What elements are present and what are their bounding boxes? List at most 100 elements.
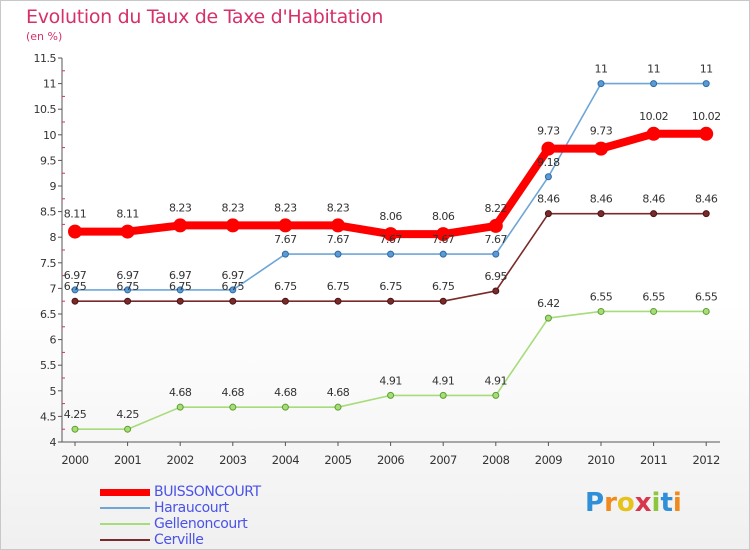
x-tick-label: 2008 bbox=[482, 453, 509, 467]
data-label-gellenoncourt: 4.68 bbox=[327, 386, 350, 399]
legend-swatch-buissoncourt bbox=[100, 489, 150, 496]
data-point-cerville bbox=[597, 210, 605, 218]
series-line-gellenoncourt bbox=[74, 310, 708, 431]
data-label-gellenoncourt: 6.55 bbox=[642, 290, 665, 303]
data-label-cerville: 6.75 bbox=[64, 280, 87, 293]
data-label-gellenoncourt: 6.42 bbox=[537, 297, 560, 310]
legend-item-haraucourt: Haraucourt bbox=[100, 500, 360, 516]
y-tick-label: 6.5 bbox=[40, 308, 56, 321]
data-label-buissoncourt: 8.11 bbox=[64, 208, 87, 221]
chart-title: Evolution du Taux de Taxe d'Habitation bbox=[26, 6, 384, 28]
legend-swatch-cerville bbox=[100, 539, 150, 541]
x-tick-label: 2007 bbox=[430, 453, 457, 467]
data-point-cerville bbox=[544, 210, 552, 218]
data-point-cerville bbox=[176, 297, 184, 305]
data-label-buissoncourt: 8.23 bbox=[274, 201, 297, 214]
data-point-haraucourt bbox=[650, 80, 658, 88]
data-label-gellenoncourt: 6.55 bbox=[590, 290, 613, 303]
data-label-haraucourt: 7.67 bbox=[379, 233, 402, 246]
data-label-cerville: 6.75 bbox=[327, 280, 350, 293]
data-point-gellenoncourt bbox=[597, 307, 605, 315]
data-label-buissoncourt: 8.06 bbox=[379, 210, 402, 223]
data-label-gellenoncourt: 4.25 bbox=[64, 408, 87, 421]
data-point-haraucourt bbox=[702, 80, 710, 88]
data-label-buissoncourt: 8.23 bbox=[327, 201, 350, 214]
data-point-haraucourt bbox=[229, 286, 237, 294]
data-label-gellenoncourt: 4.68 bbox=[169, 386, 192, 399]
data-label-haraucourt: 9.18 bbox=[537, 156, 560, 169]
data-point-buissoncourt bbox=[173, 218, 188, 233]
data-point-cerville bbox=[492, 287, 500, 295]
data-point-buissoncourt bbox=[278, 218, 293, 233]
data-point-buissoncourt bbox=[383, 227, 398, 242]
data-label-cerville: 8.46 bbox=[590, 193, 613, 206]
data-label-buissoncourt: 8.22 bbox=[485, 202, 508, 215]
data-point-gellenoncourt bbox=[176, 403, 184, 411]
logo-letter: t bbox=[660, 488, 673, 518]
data-label-haraucourt: 7.67 bbox=[327, 233, 350, 246]
data-label-cerville: 6.75 bbox=[222, 280, 245, 293]
data-label-buissoncourt: 10.02 bbox=[639, 110, 668, 123]
legend-label-haraucourt: Haraucourt bbox=[154, 500, 229, 516]
data-point-cerville bbox=[281, 297, 289, 305]
x-tick-label: 2011 bbox=[640, 453, 667, 467]
y-tick-label: 9 bbox=[50, 180, 57, 193]
data-point-gellenoncourt bbox=[387, 391, 395, 399]
data-point-buissoncourt bbox=[68, 224, 82, 239]
y-tick-label: 11.5 bbox=[34, 52, 57, 65]
data-label-cerville: 6.75 bbox=[432, 280, 455, 293]
data-label-haraucourt: 6.97 bbox=[222, 269, 245, 282]
y-tick-label: 10 bbox=[43, 129, 56, 142]
data-label-cerville: 8.46 bbox=[695, 193, 718, 206]
data-label-buissoncourt: 8.06 bbox=[432, 210, 455, 223]
data-point-gellenoncourt bbox=[650, 307, 658, 315]
legend-item-cerville: Cerville bbox=[100, 532, 360, 548]
data-label-cerville: 8.46 bbox=[642, 193, 665, 206]
data-point-haraucourt bbox=[124, 286, 132, 294]
y-tick-label: 5 bbox=[50, 385, 57, 398]
data-point-buissoncourt bbox=[699, 126, 714, 141]
legend-item-buissoncourt: BUISSONCOURT bbox=[100, 484, 360, 500]
data-label-haraucourt: 11 bbox=[595, 63, 608, 76]
y-tick-label: 6 bbox=[50, 334, 57, 347]
data-label-gellenoncourt: 6.55 bbox=[695, 290, 718, 303]
y-tick-label: 4.5 bbox=[40, 410, 56, 423]
data-point-buissoncourt bbox=[436, 227, 451, 242]
data-point-gellenoncourt bbox=[71, 425, 79, 433]
data-label-cerville: 6.95 bbox=[485, 270, 508, 283]
legend-label-buissoncourt: BUISSONCOURT bbox=[154, 484, 261, 500]
y-tick-label: 7.5 bbox=[40, 257, 56, 270]
data-point-haraucourt bbox=[281, 250, 289, 258]
data-label-gellenoncourt: 4.91 bbox=[485, 374, 508, 387]
y-tick-label: 7 bbox=[50, 282, 57, 295]
data-point-haraucourt bbox=[334, 250, 342, 258]
data-label-haraucourt: 7.67 bbox=[274, 233, 297, 246]
data-point-haraucourt bbox=[176, 286, 184, 294]
data-point-gellenoncourt bbox=[124, 425, 132, 433]
data-point-buissoncourt bbox=[594, 141, 608, 156]
data-point-gellenoncourt bbox=[281, 403, 289, 411]
data-label-haraucourt: 11 bbox=[700, 63, 713, 76]
data-label-buissoncourt: 8.23 bbox=[222, 201, 245, 214]
legend-item-gellenoncourt: Gellenoncourt bbox=[100, 516, 360, 532]
data-point-buissoncourt bbox=[120, 224, 135, 239]
series-line-haraucourt bbox=[74, 82, 708, 291]
data-label-buissoncourt: 9.73 bbox=[537, 125, 560, 138]
logo-letter: r bbox=[604, 488, 617, 518]
legend-swatch-haraucourt bbox=[100, 507, 150, 509]
x-tick-label: 2003 bbox=[219, 453, 246, 467]
data-point-buissoncourt bbox=[541, 141, 556, 156]
data-point-cerville bbox=[124, 297, 132, 305]
data-label-haraucourt: 7.67 bbox=[485, 233, 508, 246]
data-label-gellenoncourt: 4.25 bbox=[116, 408, 139, 421]
data-label-gellenoncourt: 4.68 bbox=[222, 386, 245, 399]
data-point-haraucourt bbox=[387, 250, 395, 258]
proxiti-logo: Proxiti bbox=[585, 488, 682, 518]
data-label-cerville: 6.75 bbox=[116, 280, 139, 293]
data-point-cerville bbox=[439, 297, 447, 305]
data-point-buissoncourt bbox=[488, 218, 503, 233]
data-label-gellenoncourt: 4.68 bbox=[274, 386, 297, 399]
data-label-cerville: 6.75 bbox=[379, 280, 402, 293]
